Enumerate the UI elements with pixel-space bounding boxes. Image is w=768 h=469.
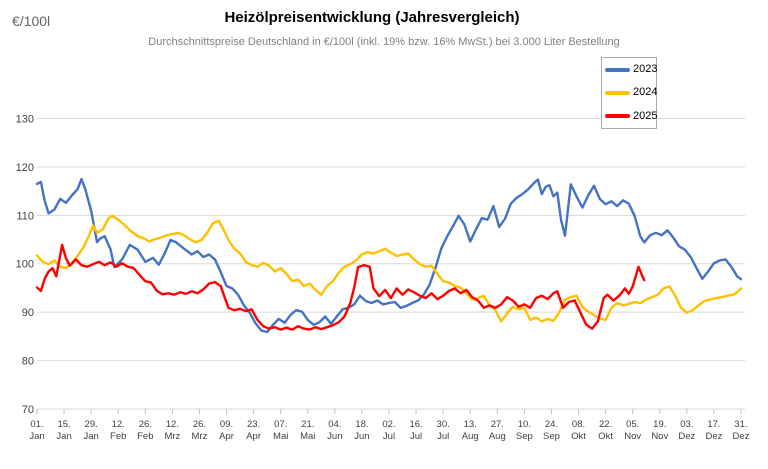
- y-tick-label: 120: [16, 162, 34, 174]
- x-tick-label-day: 26.: [139, 419, 152, 430]
- y-axis-unit-label: €/100l: [12, 13, 51, 29]
- x-tick-label-day: 12.: [166, 419, 179, 430]
- x-tick-label-day: 30.: [437, 419, 450, 430]
- series-line-2024: [35, 214, 743, 323]
- chart-subtitle: Durchschnittspreise Deutschland in €/100…: [148, 36, 620, 48]
- x-tick-label-day: 18.: [355, 419, 368, 430]
- x-tick-label-day: 07.: [274, 419, 287, 430]
- x-tick-label-month: Okt: [598, 431, 613, 442]
- x-tick-label-month: Jan: [83, 431, 98, 442]
- x-tick-label-month: Feb: [137, 431, 153, 442]
- x-tick-label-day: 23.: [247, 419, 260, 430]
- x-tick-label-month: Apr: [246, 431, 261, 442]
- x-tick-label-day: 29.: [85, 419, 98, 430]
- legend: 2023 2024 2025: [601, 57, 657, 129]
- y-tick-label: 110: [16, 210, 34, 222]
- x-tick-label-month: Jul: [410, 431, 422, 442]
- y-tick-label: 130: [16, 113, 34, 125]
- legend-entry-2025: 2025: [602, 105, 658, 127]
- x-tick-label-day: 10.: [518, 419, 531, 430]
- x-tick-label-day: 05.: [626, 419, 639, 430]
- legend-line-swatch: [605, 90, 630, 95]
- x-tick-label-month: Sep: [543, 431, 560, 442]
- x-tick-label-day: 19.: [653, 419, 666, 430]
- x-tick-label-day: 12.: [112, 419, 125, 430]
- legend-line-swatch: [605, 114, 630, 119]
- x-tick-label-day: 24.: [545, 419, 558, 430]
- x-tick-label-month: Dez: [678, 431, 695, 442]
- x-tick-label-month: Apr: [219, 431, 234, 442]
- x-tick-label-month: Feb: [110, 431, 126, 442]
- x-tick-label-day: 09.: [220, 419, 233, 430]
- x-tick-label-month: Jul: [383, 431, 395, 442]
- x-tick-label-day: 08.: [572, 419, 585, 430]
- legend-entry-2024: 2024: [602, 82, 658, 104]
- x-tick-label-day: 15.: [57, 419, 70, 430]
- series-line-2025: [35, 243, 646, 331]
- legend-entry-2023: 2023: [602, 59, 658, 81]
- x-tick-label-day: 02.: [382, 419, 395, 430]
- x-tick-label-month: Dez: [733, 431, 750, 442]
- x-tick-label-month: Aug: [462, 431, 479, 442]
- x-tick-label-month: Jun: [327, 431, 342, 442]
- y-tick-label: 70: [22, 404, 34, 416]
- chart-title: Heizölpreisentwicklung (Jahresvergleich): [224, 9, 520, 26]
- x-tick-label-month: Jan: [29, 431, 44, 442]
- x-tick-label-day: 27.: [491, 419, 504, 430]
- x-tick-label-month: Mai: [300, 431, 315, 442]
- x-tick-label-month: Mrz: [164, 431, 180, 442]
- x-tick-label-month: Nov: [624, 431, 641, 442]
- x-tick-label-day: 04.: [328, 419, 341, 430]
- x-tick-label-month: Jan: [56, 431, 71, 442]
- x-tick-label-day: 01.: [30, 419, 43, 430]
- x-tick-label-month: Jul: [437, 431, 449, 442]
- x-tick-label-month: Sep: [516, 431, 533, 442]
- x-tick-label-month: Mai: [273, 431, 288, 442]
- x-tick-label-month: Dez: [705, 431, 722, 442]
- x-tick-label-day: 26.: [193, 419, 206, 430]
- x-tick-label-month: Nov: [651, 431, 668, 442]
- x-tick-label-day: 16.: [409, 419, 422, 430]
- y-tick-label: 90: [22, 307, 34, 319]
- series-line-2023: [35, 177, 743, 334]
- x-tick-label-month: Jun: [354, 431, 369, 442]
- x-tick-label-day: 17.: [707, 419, 720, 430]
- legend-label: 2025: [633, 109, 658, 122]
- x-tick-label-month: Okt: [571, 431, 586, 442]
- x-tick-label-day: 21.: [301, 419, 314, 430]
- x-tick-label-day: 31.: [734, 419, 747, 430]
- x-tick-label-month: Aug: [489, 431, 506, 442]
- legend-label: 2023: [633, 63, 658, 76]
- x-tick-label-day: 03.: [680, 419, 693, 430]
- legend-label: 2024: [633, 86, 658, 99]
- x-tick-label-month: Mrz: [192, 431, 208, 442]
- x-tick-label-day: 22.: [599, 419, 612, 430]
- y-tick-label: 100: [16, 259, 34, 271]
- y-tick-label: 80: [22, 356, 34, 368]
- x-tick-label-day: 13.: [464, 419, 477, 430]
- legend-line-swatch: [605, 67, 630, 72]
